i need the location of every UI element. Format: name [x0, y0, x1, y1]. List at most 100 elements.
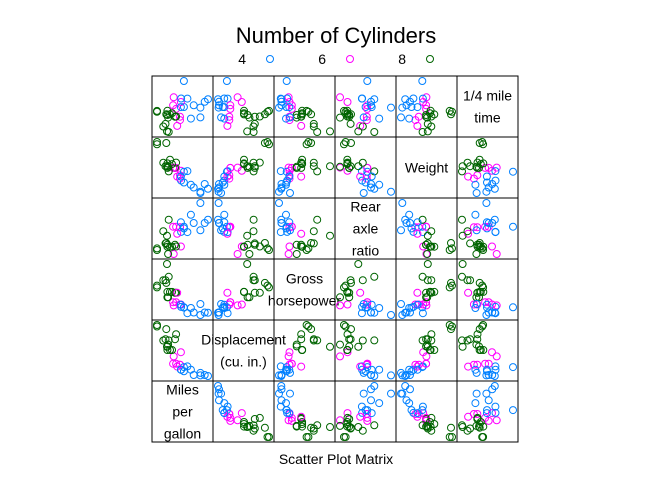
data-point	[313, 128, 322, 136]
data-point	[479, 159, 488, 168]
data-point	[159, 227, 168, 236]
data-point	[343, 158, 352, 167]
data-point	[356, 172, 365, 181]
data-point	[418, 94, 427, 103]
data-point	[375, 365, 384, 374]
data-point	[298, 418, 307, 426]
data-point	[215, 308, 223, 317]
data-point	[472, 340, 481, 349]
data-point	[153, 281, 161, 290]
data-point	[375, 399, 384, 408]
data-point	[309, 239, 318, 248]
data-point	[473, 242, 482, 251]
data-point	[307, 239, 316, 247]
data-point	[298, 106, 307, 115]
data-point	[488, 348, 496, 357]
data-point	[223, 229, 232, 238]
data-point	[177, 94, 186, 103]
data-point	[196, 189, 205, 197]
data-point	[285, 103, 294, 112]
data-point	[345, 342, 354, 351]
data-point	[196, 300, 205, 308]
data-point	[473, 410, 482, 418]
data-point	[343, 288, 352, 297]
diagonal-label-line: ratio	[352, 243, 379, 259]
data-point	[237, 98, 246, 106]
data-point	[297, 242, 306, 251]
data-point	[370, 308, 379, 317]
chart-title: Number of Cylinders	[236, 23, 437, 48]
data-point	[183, 94, 192, 103]
data-point	[466, 276, 475, 285]
data-point	[173, 288, 182, 297]
data-point	[340, 321, 348, 329]
data-point	[482, 365, 491, 374]
data-point	[359, 113, 368, 122]
data-point	[445, 283, 454, 292]
data-point	[297, 112, 306, 121]
data-point	[426, 106, 435, 115]
data-point	[249, 272, 258, 281]
data-point	[286, 226, 294, 235]
data-point	[413, 409, 422, 418]
data-point	[282, 114, 290, 123]
data-point	[277, 183, 286, 192]
data-point	[277, 101, 286, 110]
data-point	[464, 362, 473, 371]
data-point	[475, 342, 483, 351]
data-point	[345, 111, 354, 119]
data-point	[481, 298, 490, 307]
data-point	[484, 183, 493, 192]
diagonal-label-mpg: Miles per gallon	[164, 382, 201, 442]
data-point	[458, 272, 466, 281]
data-point	[472, 368, 481, 377]
data-point	[153, 107, 161, 116]
data-point	[367, 396, 375, 405]
data-point	[226, 101, 235, 110]
data-point	[427, 112, 436, 121]
data-point	[343, 112, 352, 121]
data-point	[173, 172, 182, 181]
data-point	[356, 121, 365, 130]
data-point	[265, 140, 273, 149]
data-point	[387, 311, 395, 319]
diagonal-label-line: 1/4 mile	[463, 88, 512, 104]
data-point	[413, 103, 422, 112]
data-point	[490, 308, 499, 317]
data-point	[217, 300, 226, 308]
data-point	[475, 278, 484, 287]
data-point	[478, 433, 487, 441]
data-point	[387, 371, 395, 380]
data-point	[336, 421, 344, 430]
data-point	[255, 158, 264, 167]
data-point	[196, 226, 205, 235]
data-point	[405, 114, 414, 123]
data-point	[472, 389, 481, 398]
data-point	[164, 250, 173, 258]
data-point	[472, 226, 481, 235]
data-point	[472, 189, 481, 197]
data-point	[367, 103, 376, 112]
data-point	[478, 281, 487, 290]
data-point	[186, 365, 195, 374]
data-point	[237, 300, 246, 309]
data-point	[277, 95, 286, 104]
diagonal-label-line: Rear	[350, 199, 381, 215]
data-point	[401, 95, 410, 104]
data-point	[309, 336, 318, 345]
data-point	[358, 276, 367, 285]
data-point	[173, 229, 182, 238]
data-point	[343, 330, 352, 339]
data-point	[214, 95, 222, 104]
data-point	[448, 433, 456, 441]
data-point	[370, 382, 379, 390]
data-point	[286, 189, 294, 197]
data-point	[176, 348, 185, 357]
data-point	[153, 244, 161, 253]
data-point	[283, 94, 292, 103]
data-point	[484, 416, 493, 425]
data-point	[475, 325, 484, 334]
data-point	[356, 412, 365, 421]
data-point	[168, 242, 176, 251]
data-point	[176, 300, 185, 309]
